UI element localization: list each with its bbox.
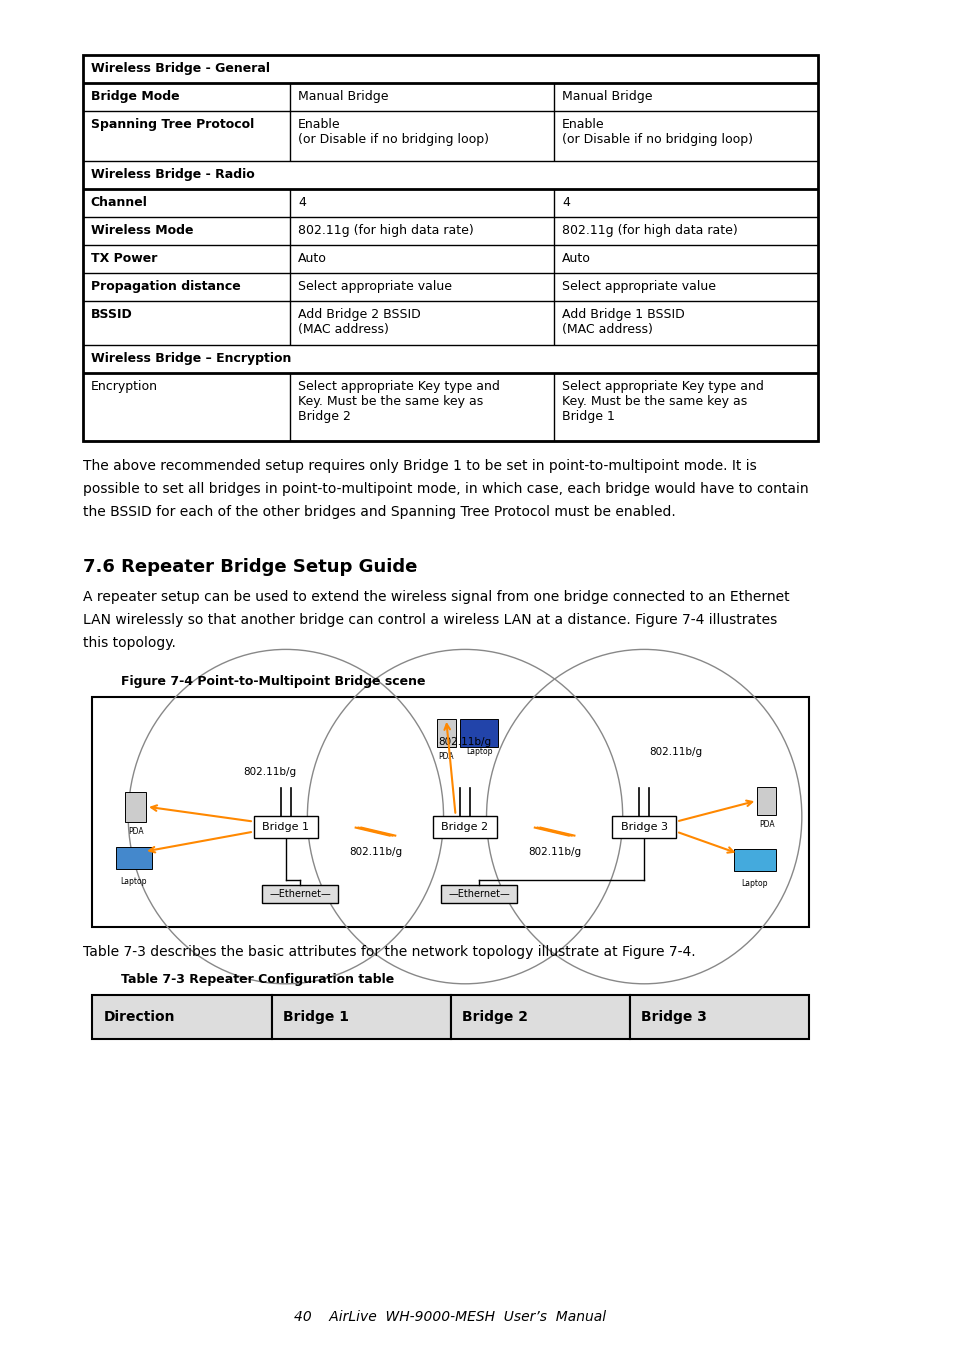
Text: BSSID: BSSID xyxy=(91,308,132,321)
Text: Wireless Bridge - General: Wireless Bridge - General xyxy=(91,62,270,76)
Bar xyxy=(116,846,152,868)
Bar xyxy=(433,815,497,837)
Text: Laptop: Laptop xyxy=(740,879,767,887)
Bar xyxy=(460,720,497,747)
Text: Auto: Auto xyxy=(561,252,590,265)
Text: 802.11b/g: 802.11b/g xyxy=(349,846,402,857)
Text: Channel: Channel xyxy=(91,196,148,209)
Text: 7.6 Repeater Bridge Setup Guide: 7.6 Repeater Bridge Setup Guide xyxy=(83,558,416,576)
Bar xyxy=(262,886,337,903)
Text: the BSSID for each of the other bridges and Spanning Tree Protocol must be enabl: the BSSID for each of the other bridges … xyxy=(83,505,675,518)
Text: 4: 4 xyxy=(297,196,306,209)
Text: 802.11b/g: 802.11b/g xyxy=(528,846,580,857)
Text: Bridge Mode: Bridge Mode xyxy=(91,90,179,103)
Bar xyxy=(125,791,146,822)
Text: Auto: Auto xyxy=(297,252,327,265)
Bar xyxy=(272,995,450,1040)
Text: Add Bridge 1 BSSID
(MAC address): Add Bridge 1 BSSID (MAC address) xyxy=(561,308,684,336)
Text: Laptop: Laptop xyxy=(465,747,492,756)
Text: 802.11b/g: 802.11b/g xyxy=(243,767,296,776)
Text: Enable
(or Disable if no bridging loop): Enable (or Disable if no bridging loop) xyxy=(561,117,752,146)
Text: 802.11b/g: 802.11b/g xyxy=(438,737,491,747)
Bar xyxy=(629,995,808,1040)
Bar xyxy=(92,995,272,1040)
Text: Bridge 2: Bridge 2 xyxy=(441,822,488,832)
Bar xyxy=(92,697,808,927)
Bar xyxy=(450,995,629,1040)
Text: PDA: PDA xyxy=(758,819,774,829)
Bar xyxy=(83,55,818,441)
Text: Select appropriate value: Select appropriate value xyxy=(297,279,452,293)
Text: PDA: PDA xyxy=(438,752,454,761)
Text: Wireless Bridge - Radio: Wireless Bridge - Radio xyxy=(91,167,254,181)
Text: —Ethernet—: —Ethernet— xyxy=(448,890,510,899)
Text: 4: 4 xyxy=(561,196,569,209)
Bar xyxy=(757,787,775,814)
Text: Laptop: Laptop xyxy=(120,876,147,886)
Bar xyxy=(441,886,517,903)
Text: Wireless Mode: Wireless Mode xyxy=(91,224,193,238)
Text: Table 7-3 Repeater Configuration table: Table 7-3 Repeater Configuration table xyxy=(121,973,394,985)
Bar xyxy=(612,815,676,837)
Text: TX Power: TX Power xyxy=(91,252,156,265)
Text: Direction: Direction xyxy=(104,1010,175,1025)
Text: 40    AirLive  WH-9000-MESH  User’s  Manual: 40 AirLive WH-9000-MESH User’s Manual xyxy=(294,1310,605,1324)
Text: Bridge 1: Bridge 1 xyxy=(262,822,309,832)
Text: LAN wirelessly so that another bridge can control a wireless LAN at a distance. : LAN wirelessly so that another bridge ca… xyxy=(83,613,777,626)
Text: 802.11b/g: 802.11b/g xyxy=(648,747,701,756)
Text: Bridge 3: Bridge 3 xyxy=(640,1010,706,1025)
Bar xyxy=(253,815,317,837)
Text: Propagation distance: Propagation distance xyxy=(91,279,240,293)
Text: Table 7-3 describes the basic attributes for the network topology illustrate at : Table 7-3 describes the basic attributes… xyxy=(83,945,695,958)
Text: this topology.: this topology. xyxy=(83,636,175,649)
Text: Bridge 1: Bridge 1 xyxy=(283,1010,349,1025)
Text: PDA: PDA xyxy=(128,826,144,836)
Text: Bridge 3: Bridge 3 xyxy=(620,822,667,832)
Text: Select appropriate Key type and
Key. Must be the same key as
Bridge 2: Select appropriate Key type and Key. Mus… xyxy=(297,379,499,423)
Text: Manual Bridge: Manual Bridge xyxy=(297,90,388,103)
Text: possible to set all bridges in point-to-multipoint mode, in which case, each bri: possible to set all bridges in point-to-… xyxy=(83,482,808,495)
Text: A repeater setup can be used to extend the wireless signal from one bridge conne: A repeater setup can be used to extend t… xyxy=(83,590,789,603)
Text: Select appropriate value: Select appropriate value xyxy=(561,279,715,293)
Bar xyxy=(733,849,775,871)
Text: Spanning Tree Protocol: Spanning Tree Protocol xyxy=(91,117,253,131)
Text: Select appropriate Key type and
Key. Must be the same key as
Bridge 1: Select appropriate Key type and Key. Mus… xyxy=(561,379,763,423)
Bar xyxy=(436,720,456,747)
Text: Bridge 2: Bridge 2 xyxy=(461,1010,527,1025)
Text: Enable
(or Disable if no bridging loop): Enable (or Disable if no bridging loop) xyxy=(297,117,489,146)
Text: Encryption: Encryption xyxy=(91,379,157,393)
Text: Wireless Bridge – Encryption: Wireless Bridge – Encryption xyxy=(91,352,291,365)
Text: —Ethernet—: —Ethernet— xyxy=(269,890,331,899)
Text: 802.11g (for high data rate): 802.11g (for high data rate) xyxy=(297,224,474,238)
Text: Add Bridge 2 BSSID
(MAC address): Add Bridge 2 BSSID (MAC address) xyxy=(297,308,420,336)
Text: 802.11g (for high data rate): 802.11g (for high data rate) xyxy=(561,224,737,238)
Text: Manual Bridge: Manual Bridge xyxy=(561,90,652,103)
Text: The above recommended setup requires only Bridge 1 to be set in point-to-multipo: The above recommended setup requires onl… xyxy=(83,459,756,472)
Text: Figure 7-4 Point-to-Multipoint Bridge scene: Figure 7-4 Point-to-Multipoint Bridge sc… xyxy=(121,675,425,688)
